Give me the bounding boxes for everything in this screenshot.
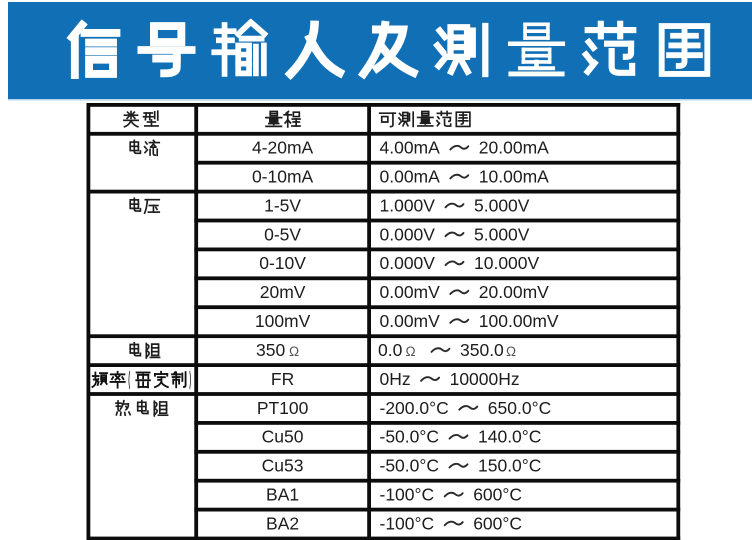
svg-text:10.00mA: 10.00mA <box>479 167 549 187</box>
svg-text:-100°C: -100°C <box>380 513 435 533</box>
svg-text:Cu50: Cu50 <box>262 427 304 447</box>
svg-text:140.0°C: 140.0°C <box>478 427 541 447</box>
svg-text:0.000V: 0.000V <box>380 224 436 244</box>
svg-text:0-10V: 0-10V <box>259 253 306 273</box>
svg-text:100.00mV: 100.00mV <box>479 311 559 331</box>
svg-text:-200.0°C: -200.0°C <box>380 398 449 418</box>
svg-text:0.00mA: 0.00mA <box>380 167 441 187</box>
svg-text:-100°C: -100°C <box>380 485 435 505</box>
svg-text:Ω: Ω <box>406 344 416 359</box>
svg-text:4.00mA: 4.00mA <box>380 138 441 158</box>
svg-text:Ω: Ω <box>506 344 516 359</box>
svg-text:0-5V: 0-5V <box>264 224 301 244</box>
svg-text:10.000V: 10.000V <box>474 253 540 273</box>
svg-text:0Hz: 0Hz <box>380 369 411 389</box>
svg-text:-50.0°C: -50.0°C <box>380 427 440 447</box>
svg-text:4-20mA: 4-20mA <box>252 138 314 158</box>
svg-text:350: 350 <box>256 340 285 360</box>
svg-text:Cu53: Cu53 <box>262 456 304 476</box>
svg-text:0.00mV: 0.00mV <box>380 311 441 331</box>
svg-text:20mV: 20mV <box>260 282 306 302</box>
svg-text:PT100: PT100 <box>257 398 309 418</box>
svg-text:0.0: 0.0 <box>378 340 403 360</box>
svg-text:Ω: Ω <box>289 344 299 359</box>
svg-text:0.00mV: 0.00mV <box>380 282 441 302</box>
svg-text:600°C: 600°C <box>473 513 522 533</box>
svg-text:5.000V: 5.000V <box>474 224 530 244</box>
svg-text:5.000V: 5.000V <box>474 195 530 215</box>
svg-text:20.00mA: 20.00mA <box>479 138 549 158</box>
svg-text:BA2: BA2 <box>266 513 299 533</box>
svg-text:FR: FR <box>271 369 294 389</box>
svg-text:0.000V: 0.000V <box>380 253 436 273</box>
svg-text:1-5V: 1-5V <box>264 195 301 215</box>
svg-text:0-10mA: 0-10mA <box>252 167 314 187</box>
svg-text:350.0: 350.0 <box>460 340 504 360</box>
svg-text:10000Hz: 10000Hz <box>450 369 520 389</box>
svg-text:100mV: 100mV <box>255 311 311 331</box>
svg-text:-50.0°C: -50.0°C <box>380 456 440 476</box>
svg-text:BA1: BA1 <box>266 485 299 505</box>
svg-text:600°C: 600°C <box>473 485 522 505</box>
svg-text:1.000V: 1.000V <box>380 195 436 215</box>
svg-text:650.0°C: 650.0°C <box>488 398 551 418</box>
svg-text:150.0°C: 150.0°C <box>478 456 541 476</box>
svg-text:20.00mV: 20.00mV <box>479 282 549 302</box>
